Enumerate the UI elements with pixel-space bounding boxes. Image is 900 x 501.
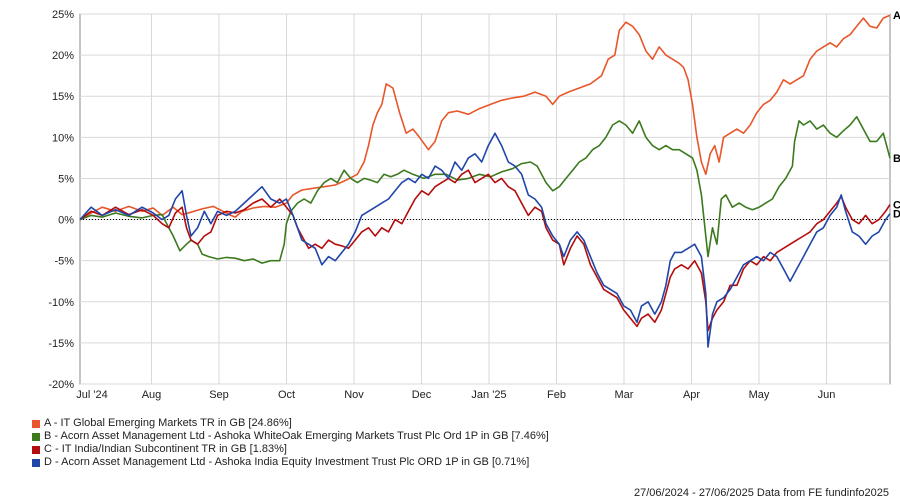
y-tick-label: 10% [52, 132, 74, 144]
series-end-label-d: D [893, 209, 900, 221]
y-tick-label: -10% [48, 297, 74, 309]
legend-swatch-b [32, 432, 40, 441]
x-axis-ticks: Jul '24 Aug Sep Oct Nov Dec Jan '25 Feb Mar Apr Ma… [76, 389, 835, 401]
x-tick-label: May [749, 389, 770, 401]
legend-item-c: C - IT India/Indian Subcontinent TR in G… [32, 443, 549, 456]
series-line-b [79, 116, 891, 264]
x-tick-label: Aug [142, 389, 162, 401]
series-line-d [79, 132, 891, 348]
legend-label-d: D - Acorn Asset Management Ltd - Ashoka … [44, 456, 530, 468]
legend-swatch-d [32, 458, 40, 467]
legend-label-c: C - IT India/Indian Subcontinent TR in G… [44, 443, 287, 455]
x-tick-label: Dec [412, 389, 432, 401]
y-tick-label: -15% [48, 338, 74, 350]
legend-swatch-c [32, 445, 40, 454]
y-tick-label: 0% [58, 215, 74, 227]
line-chart: 25% 20% 15% 10% 5% 0% -5% -10% -15% -20% Jul '24 A… [48, 9, 900, 401]
y-tick-label: -5% [54, 256, 74, 268]
x-tick-label: Apr [683, 389, 700, 401]
legend-item-b: B - Acorn Asset Management Ltd - Ashoka … [32, 430, 549, 443]
x-tick-label: Nov [344, 389, 364, 401]
y-tick-label: 15% [52, 91, 74, 103]
legend-item-a: A - IT Global Emerging Markets TR in GB … [32, 417, 549, 430]
series-line-c [79, 169, 891, 332]
x-tick-label: Jul '24 [76, 389, 107, 401]
footer-date-range: 27/06/2024 - 27/06/2025 Data from FE fun… [633, 487, 889, 499]
legend-label-a: A - IT Global Emerging Markets TR in GB … [44, 417, 292, 429]
x-tick-label: Oct [278, 389, 295, 401]
legend-item-d: D - Acorn Asset Management Ltd - Ashoka … [32, 456, 549, 469]
series-end-label-b: B [893, 153, 900, 165]
x-tick-label: Mar [615, 389, 634, 401]
y-tick-label: 20% [52, 50, 74, 62]
x-tick-label: Sep [209, 389, 229, 401]
x-tick-label: Jan '25 [471, 389, 506, 401]
x-tick-label: Feb [547, 389, 566, 401]
x-tick-label: Jun [818, 389, 836, 401]
y-tick-label: -20% [48, 379, 74, 391]
series-end-labels: A B CD [893, 10, 900, 221]
series-line-a [79, 14, 891, 221]
y-axis-ticks: 25% 20% 15% 10% 5% 0% -5% -10% -15% -20% [48, 9, 74, 391]
series-end-label-c: C [893, 200, 900, 212]
legend-swatch-a [32, 419, 40, 428]
legend: A - IT Global Emerging Markets TR in GB … [32, 417, 549, 469]
series-end-label-a: A [893, 10, 900, 22]
plot-frame [79, 13, 891, 385]
y-tick-label: 5% [58, 173, 74, 185]
y-tick-label: 25% [52, 9, 74, 21]
series-lines [79, 14, 891, 348]
legend-label-b: B - Acorn Asset Management Ltd - Ashoka … [44, 430, 549, 442]
